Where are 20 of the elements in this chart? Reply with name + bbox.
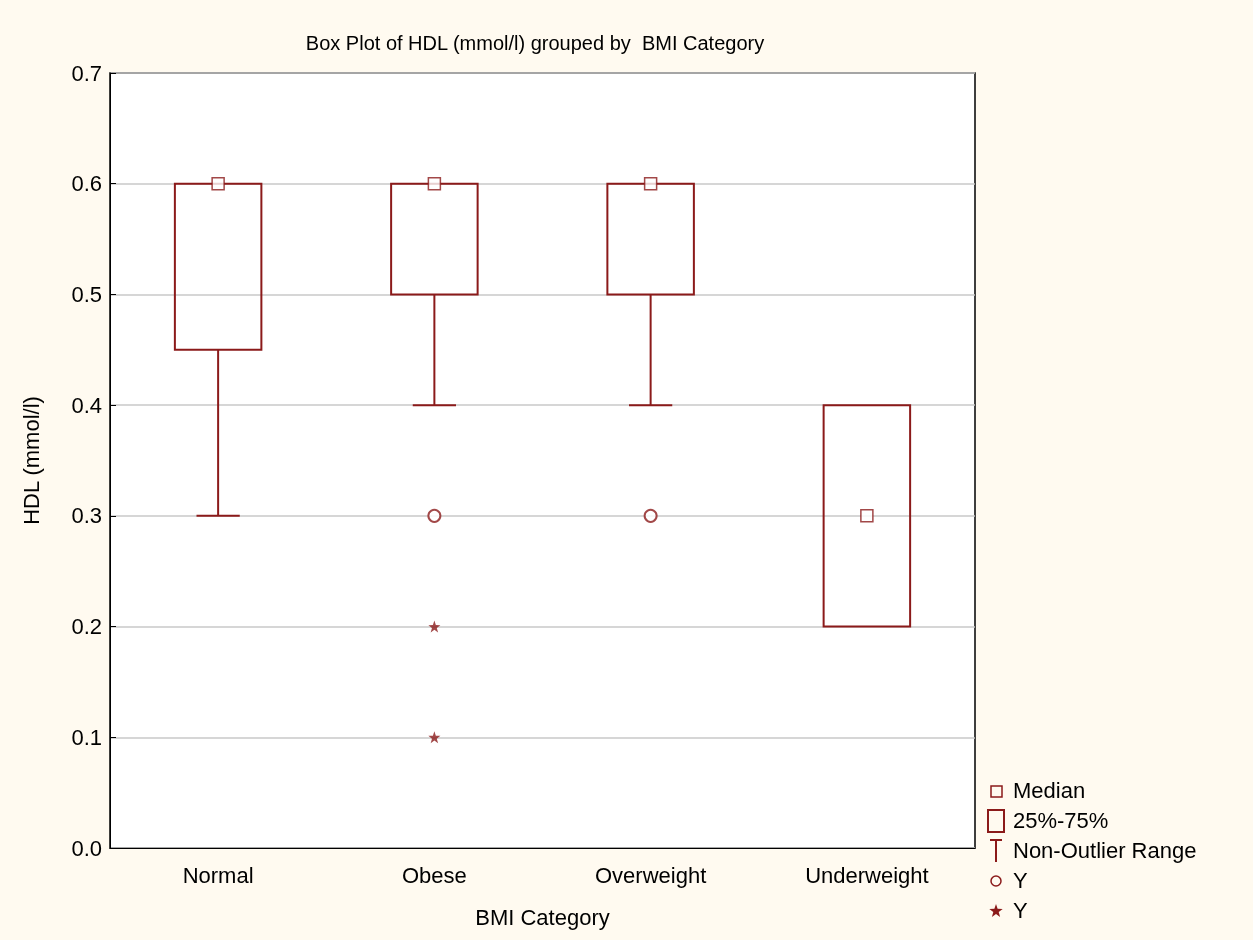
y-tick-label: 0.7: [71, 60, 102, 86]
x-tick-label: Underweight: [805, 862, 929, 888]
text: Non-Outlier Range: [1013, 838, 1197, 864]
x-tick-label: Obese: [401, 862, 467, 888]
y-tick-label: 0.3: [71, 503, 102, 529]
legend-label: Median: [1013, 778, 1086, 804]
y-tick-label: 0.2: [71, 614, 102, 640]
y-tick-label: 0.0: [71, 835, 102, 861]
x-axis-title: BMI Category: [475, 904, 610, 930]
y-tick-label: 0.4: [71, 392, 102, 418]
legend-label: Y: [1013, 868, 1028, 894]
x-tick-label: Overweight: [594, 862, 707, 888]
y-axis-title: HDL (mmol/l): [18, 396, 44, 525]
y-tick-label: 0.1: [71, 724, 102, 750]
text: 25%-75%: [1013, 808, 1109, 834]
y-tick-label: 0.5: [71, 281, 102, 307]
chart-title: Box Plot of HDL (mmol/l) grouped by BMI Category: [305, 32, 765, 54]
x-tick-label: Normal: [182, 862, 254, 888]
y-tick-label: 0.6: [71, 171, 102, 197]
legend-label: Y: [1013, 898, 1028, 924]
